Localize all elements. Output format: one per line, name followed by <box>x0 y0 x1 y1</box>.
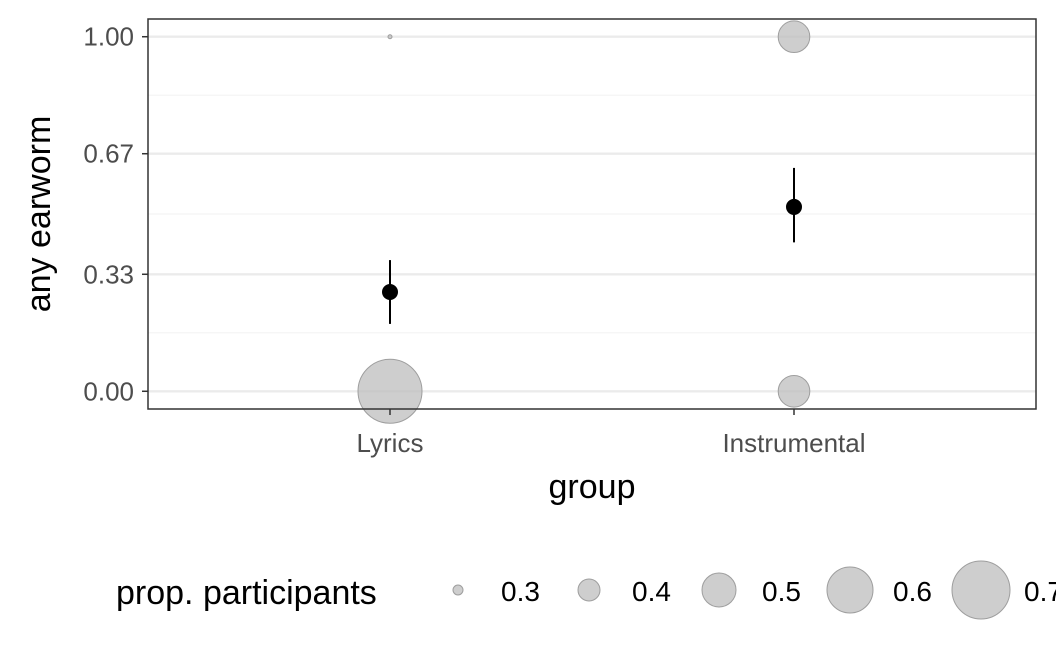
y-tick-label: 0.33 <box>83 259 134 289</box>
proportion-point <box>777 20 811 54</box>
proportion-point <box>357 358 423 424</box>
legend-key <box>951 560 1011 620</box>
proportion-points <box>357 20 811 424</box>
legend-title: prop. participants <box>116 574 377 612</box>
grid <box>148 35 1036 393</box>
x-axis: Lyrics Instrumental <box>357 409 866 458</box>
legend-label: 0.5 <box>762 576 801 607</box>
legend-label: 0.3 <box>501 576 540 607</box>
legend-label: 0.4 <box>632 576 671 607</box>
x-axis-title: group <box>549 468 636 506</box>
y-tick-label: 0.67 <box>83 139 134 169</box>
y-tick-label: 0.00 <box>83 376 134 406</box>
y-axis: 0.00 0.33 0.67 1.00 <box>83 22 148 406</box>
y-axis-title: any earworm <box>20 116 58 313</box>
y-tick-label: 1.00 <box>83 22 134 52</box>
legend-label: 0.7 <box>1024 576 1056 607</box>
panel-border <box>147 18 1037 410</box>
legend: prop. participants 0.3 0.4 0.5 0.6 0.7 <box>116 560 1056 620</box>
legend-key <box>826 566 874 614</box>
mean-estimates <box>382 167 802 324</box>
legend-key <box>452 584 464 596</box>
legend-label: 0.6 <box>893 576 932 607</box>
mean-point <box>382 284 398 300</box>
x-tick-label: Instrumental <box>722 428 865 458</box>
proportion-point <box>777 374 811 408</box>
legend-key <box>701 572 737 608</box>
mean-point <box>786 198 802 215</box>
x-tick-label: Lyrics <box>357 428 424 458</box>
proportion-point <box>387 34 393 40</box>
legend-key <box>577 578 601 602</box>
